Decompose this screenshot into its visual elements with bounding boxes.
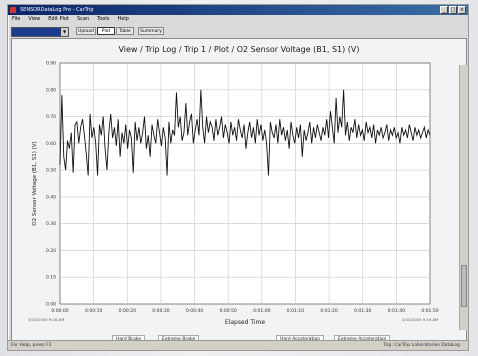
x-tick-label: 0:00:40 — [186, 308, 203, 314]
y-tick-label: 0.40 — [46, 194, 56, 200]
app-window: SENSORDataLog Pro - CarTrip _ □ × File V… — [7, 4, 469, 351]
status-help: For Help, press F1 — [11, 343, 52, 348]
plot-button[interactable]: Plot — [97, 27, 115, 35]
menu-help[interactable]: Help — [117, 16, 129, 22]
x-tick-label: 0:01:00 — [253, 308, 270, 314]
x-tick-label: 0:00:50 — [220, 308, 237, 314]
y-tick-label: 0.90 — [46, 61, 56, 67]
y-tick-label: 0.50 — [46, 168, 56, 174]
event-legend: Hard Brake Extreme Brake Hard Accelerati… — [12, 335, 466, 345]
trip-select[interactable]: ▼ — [11, 27, 69, 37]
x-tick-label: 0:00:00 — [51, 308, 68, 314]
y-axis-label: O2 Sensor Voltage (B1, S1) (V) — [32, 141, 38, 225]
vertical-scrollbar[interactable] — [459, 65, 468, 330]
table-button[interactable]: Table — [116, 27, 134, 35]
menu-edit-plot[interactable]: Edit Plot — [48, 16, 69, 22]
menu-file[interactable]: File — [12, 16, 21, 22]
x-tick-label: 0:00:10 — [85, 308, 102, 314]
minimize-button[interactable]: _ — [440, 6, 448, 14]
y-tick-label: 0.70 — [46, 114, 56, 120]
x-tick-label: 0:01:50 — [421, 308, 438, 314]
y-tick-label: 0.30 — [46, 221, 56, 227]
series-line — [59, 89, 431, 176]
x-tick-label: 0:01:10 — [287, 308, 304, 314]
summary-button[interactable]: Summary — [138, 27, 164, 35]
window-title: SENSORDataLog Pro - CarTrip — [20, 7, 94, 13]
toolbar: ▼ Upload Plot Table Summary — [8, 25, 468, 37]
end-date: 3/10/2003 9:19 AM — [402, 317, 439, 322]
y-tick-label: 0.80 — [46, 87, 56, 93]
upload-button[interactable]: Upload — [76, 27, 96, 35]
x-tick-label: 0:01:20 — [320, 308, 337, 314]
status-bar: For Help, press F1 Trip: CarTrip Laborat… — [8, 340, 468, 350]
x-tick-label: 0:00:20 — [119, 308, 136, 314]
x-tick-label: 0:00:30 — [152, 308, 169, 314]
menu-view[interactable]: View — [28, 16, 41, 22]
status-info: Trip: CarTrip Laboratories DataLog — [383, 343, 460, 348]
scrollbar-thumb[interactable] — [461, 265, 467, 307]
close-button[interactable]: × — [458, 6, 466, 14]
menu-scan[interactable]: Scan — [76, 16, 90, 22]
title-bar[interactable]: SENSORDataLog Pro - CarTrip _ □ × — [8, 5, 468, 15]
x-tick-label: 0:01:30 — [354, 308, 371, 314]
y-tick-label: 0.00 — [46, 302, 56, 308]
menu-bar: File View Edit Plot Scan Tools Help — [8, 15, 468, 24]
y-tick-label: 0.60 — [46, 141, 56, 147]
start-date: 3/10/2003 9:18 AM — [28, 317, 65, 322]
plot-title: View / Trip Log / Trip 1 / Plot / O2 Sen… — [118, 45, 360, 54]
x-axis-label: Elapsed Time — [225, 319, 265, 326]
y-tick-label: 0.20 — [46, 248, 56, 254]
chevron-down-icon[interactable]: ▼ — [61, 28, 68, 36]
app-icon — [10, 7, 16, 13]
x-tick-label: 0:01:40 — [388, 308, 405, 314]
maximize-button[interactable]: □ — [449, 6, 457, 14]
y-tick-label: 0.10 — [46, 275, 56, 281]
plot-area — [59, 62, 431, 305]
plot-panel: View / Trip Log / Trip 1 / Plot / O2 Sen… — [11, 38, 467, 345]
o2-voltage-chart[interactable]: 0.00 0.10 0.20 0.30 0.40 0.50 0.60 0.70 0.80 0.90… — [12, 39, 466, 339]
menu-tools[interactable]: Tools — [97, 16, 110, 22]
